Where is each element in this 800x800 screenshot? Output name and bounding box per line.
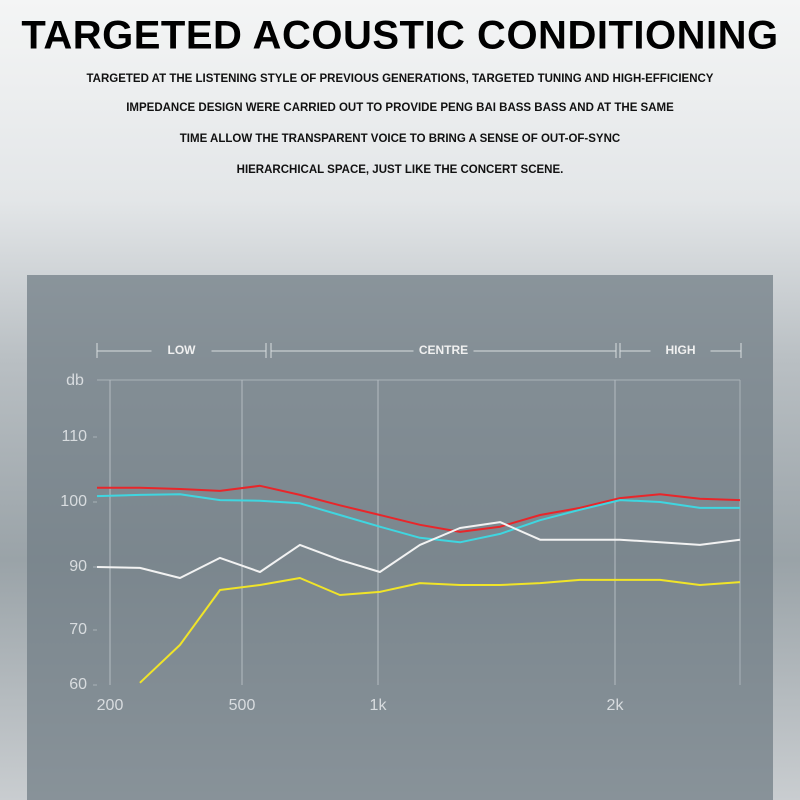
y-tick-label: 60	[69, 676, 87, 693]
y-tick-label: 100	[60, 493, 87, 510]
description-line: TARGETED AT THE LISTENING STYLE OF PREVI…	[87, 73, 714, 85]
description-line: IMPEDANCE DESIGN WERE CARRIED OUT TO PRO…	[126, 102, 674, 114]
x-tick-label: 2k	[607, 697, 625, 714]
x-tick-label: 1k	[370, 697, 388, 714]
series-line	[96, 493, 740, 544]
y-tick-label: 70	[69, 621, 87, 638]
y-tick-label: 90	[69, 558, 87, 575]
heading: TARGETED ACOUSTIC CONDITIONING	[21, 14, 778, 58]
x-tick-label: 200	[97, 697, 124, 714]
x-tick-label: 500	[229, 697, 256, 714]
y-axis-label: db	[66, 372, 84, 389]
band-label: LOW	[168, 343, 197, 357]
band-label: CENTRE	[419, 343, 468, 357]
chart-panel	[27, 275, 773, 800]
series-line	[97, 484, 741, 533]
series-line	[139, 577, 741, 684]
y-tick-label: 110	[61, 428, 87, 445]
band-label: HIGH	[666, 343, 696, 357]
description-line: TIME ALLOW THE TRANSPARENT VOICE TO BRIN…	[180, 133, 620, 145]
series-line	[96, 521, 741, 579]
description-line: HIERARCHICAL SPACE, JUST LIKE THE CONCER…	[237, 164, 564, 176]
